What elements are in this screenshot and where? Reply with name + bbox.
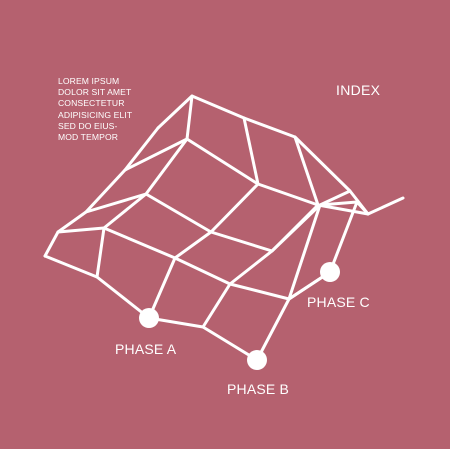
intro-line: MOD TEMPOR <box>58 132 119 143</box>
grid-column-line <box>255 189 352 362</box>
phase-a-label: PHASE A <box>115 341 177 357</box>
grid-row-line <box>156 94 370 216</box>
grid-column-line <box>43 126 160 258</box>
grid-column-line <box>287 200 370 301</box>
phase-c-label: PHASE C <box>307 294 370 310</box>
intro-line: LOREM IPSUM <box>58 76 120 86</box>
intro-line: SED DO EIUS- <box>58 120 118 131</box>
grid-row-line <box>84 192 359 253</box>
intro-line: CONSECTETUR <box>58 98 125 109</box>
phase-b-label: PHASE B <box>227 381 290 397</box>
index-title: INDEX <box>336 82 381 98</box>
intro-line: ADIPISICING ELIT <box>58 109 133 120</box>
grid-column-line <box>95 94 194 279</box>
grid-row-line <box>123 137 405 216</box>
phase-b-marker <box>247 350 267 370</box>
phase-c-marker <box>320 262 340 282</box>
grid-column-line <box>147 116 260 320</box>
phase-a-marker <box>139 308 159 328</box>
grid-column-line <box>201 135 320 329</box>
intro-line: DOLOR SIT AMET <box>58 87 132 98</box>
intro-text-block: LOREM IPSUM DOLOR SIT AMET CONSECTETUR A… <box>58 76 132 143</box>
